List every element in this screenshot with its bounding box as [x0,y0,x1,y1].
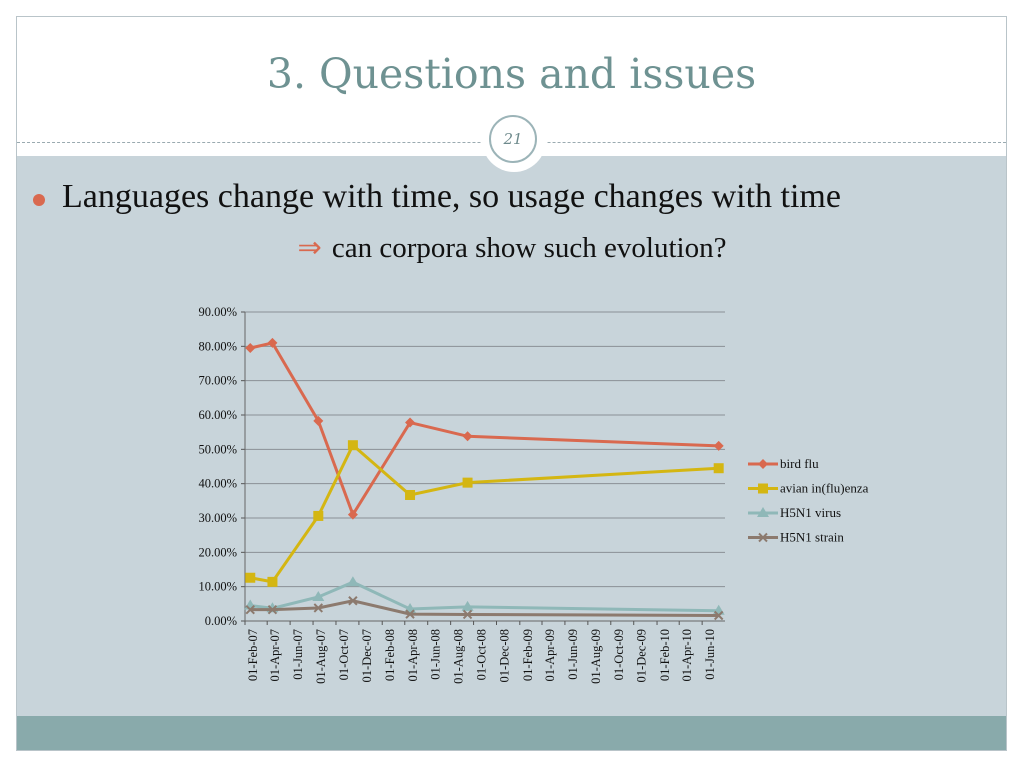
x-tick-label: 01-Dec-08 [498,629,512,682]
x-tick-label: 01-Apr-10 [680,629,694,682]
data-point [462,477,473,488]
data-point [267,337,278,348]
y-tick-label: 10.00% [198,580,237,594]
bullet-dot-icon [33,194,45,206]
data-point [461,600,474,611]
x-tick-label: 01-Apr-08 [406,629,420,682]
data-point [713,610,724,621]
y-tick-label: 40.00% [198,477,237,491]
x-tick-label: 01-Aug-09 [589,629,603,684]
y-tick-label: 0.00% [205,614,237,628]
x-tick-label: 01-Apr-09 [543,629,557,682]
data-point [405,417,416,428]
legend-label: avian in(flu)enza [780,481,869,496]
x-tick-label: 01-Feb-07 [246,629,260,681]
x-tick-label: 01-Oct-08 [475,629,489,680]
x-tick-label: 01-Aug-08 [452,629,466,684]
data-point [313,603,324,613]
y-tick-label: 20.00% [198,545,237,559]
x-tick-label: 01-Feb-09 [521,629,535,681]
data-point [713,463,724,474]
x-tick-label: 01-Jun-07 [291,629,305,680]
data-point [245,604,255,615]
x-tick-label: 01-Aug-07 [314,629,328,684]
legend-marker [757,507,769,517]
x-tick-label: 01-Jun-10 [703,629,717,680]
data-point [245,343,256,354]
data-point [462,431,473,442]
y-tick-label: 30.00% [198,511,237,525]
data-point [348,596,358,606]
line-chart: 0.00% 10.00% 20.00% 30.00% 40.00% 50.00% 60.00… [198,305,869,684]
y-tick-label: 50.00% [198,442,237,456]
slide-footer-bar [17,716,1006,750]
data-point [462,609,473,620]
data-point [312,590,325,601]
data-point [244,599,257,610]
legend-label: H5N1 virus [780,505,841,520]
data-point [405,489,416,500]
bullet-text: Languages change with time, so usage cha… [62,178,841,215]
data-point [405,609,415,619]
x-tick-label: 01-Dec-07 [360,629,374,682]
legend-label: bird flu [780,456,819,471]
legend-marker [758,459,768,469]
data-point [713,440,724,451]
x-tick-label: 01-Oct-09 [612,629,626,680]
slide-content-area [17,156,1006,716]
x-tick-label: 01-Feb-08 [383,629,397,681]
legend-marker [758,483,768,494]
x-tick-label: 01-Feb-10 [658,629,672,681]
sub-point-text: can corpora show such evolution? [331,232,727,264]
y-tick-label: 70.00% [198,374,237,388]
sub-point: ⇒ can corpora show such evolution? [0,230,1024,265]
x-tick-label: 01-Apr-07 [268,629,282,682]
data-point [245,572,256,583]
slide-title: 3. Questions and issues [266,50,757,98]
x-tick-label: 01-Jun-08 [429,629,443,680]
y-tick-label: 80.00% [198,339,237,353]
data-point [267,604,278,615]
page-number: 21 [489,115,537,163]
data-point [267,576,278,587]
data-point [347,440,358,451]
x-tick-label: 01-Oct-07 [337,629,351,680]
x-tick-label: 01-Dec-09 [635,629,649,682]
data-point [347,509,358,520]
y-tick-label: 60.00% [198,408,237,422]
data-point [313,510,324,521]
x-tick-label: 01-Jun-09 [566,629,580,680]
data-point [346,576,359,587]
legend-label: H5N1 strain [780,530,844,545]
implies-arrow-icon: ⇒ [297,232,322,264]
series-line [249,341,719,518]
y-tick-label: 90.00% [198,305,237,319]
data-point [313,415,324,426]
legend-marker [758,532,768,543]
